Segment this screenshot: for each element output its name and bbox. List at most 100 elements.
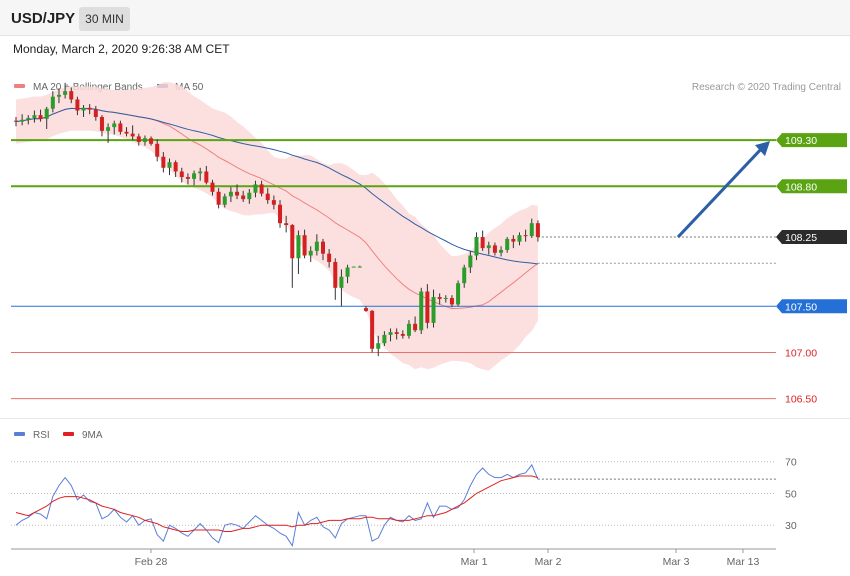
rsi-tick-70: 70 [785, 457, 797, 469]
candle-body [167, 162, 172, 168]
candle-body [345, 267, 350, 277]
candle-body [284, 223, 289, 226]
candle-body [321, 241, 325, 254]
candle-body [50, 96, 55, 109]
candle-body [382, 334, 387, 344]
legend-swatch-rsi [14, 432, 25, 436]
candle-body [363, 308, 368, 311]
candle-body [161, 156, 166, 168]
candle-body [253, 184, 258, 193]
candle-body [44, 108, 49, 119]
candle-body [511, 238, 516, 242]
candle-body [339, 276, 344, 288]
candle-body [535, 223, 540, 238]
candle-body [20, 119, 25, 122]
candle-body [333, 261, 338, 288]
copyright-text: Research © 2020 Trading Central [692, 82, 841, 93]
symbol-label: USD/JPY [11, 10, 76, 27]
candle-body [192, 173, 197, 179]
candle-body [112, 123, 117, 128]
candle-body [99, 117, 104, 131]
candle-body [492, 245, 497, 253]
legend-label-ma50: MA 50 [175, 82, 204, 93]
candle-body [480, 237, 485, 249]
ma50-line [15, 107, 538, 265]
candle-body [142, 138, 147, 142]
level-label-109.30: 109.30 [785, 135, 817, 147]
candle-body [149, 138, 154, 144]
level-label-108.80: 108.80 [785, 181, 817, 193]
candle-body [247, 192, 252, 200]
x-tick-label: Mar 2 [535, 556, 562, 568]
candle-body [419, 291, 424, 331]
level-tag-108.25 [776, 230, 847, 245]
candle-body [370, 310, 375, 349]
candle-body [185, 177, 190, 179]
level-label-107.50: 107.50 [785, 301, 817, 313]
candle-body [462, 267, 467, 284]
candle-body [204, 171, 209, 183]
candle-body [413, 323, 418, 331]
legend-swatch-9ma [63, 432, 74, 436]
candle-body [136, 136, 141, 142]
candle-body [327, 253, 332, 262]
rsi-tick-30: 30 [785, 520, 797, 532]
rsi-series-rsi [15, 463, 539, 548]
toolbar: USD/JPY 30 MIN [0, 0, 850, 36]
candle-body [179, 171, 184, 178]
bollinger-band [16, 82, 538, 371]
candle-body [56, 94, 61, 97]
x-tick-label: Feb 28 [135, 556, 168, 568]
candle-body [394, 332, 399, 334]
chart-datetime: Monday, March 2, 2020 9:26:38 AM CET [13, 42, 230, 56]
candle-body [290, 225, 295, 259]
candle-body [93, 109, 98, 118]
candle-body [406, 323, 411, 336]
candle-body [118, 123, 123, 132]
x-tick-label: Mar 3 [663, 556, 690, 568]
level-label-106.50: 106.50 [785, 394, 817, 406]
interval-button[interactable]: 30 MIN [79, 7, 130, 31]
candle-body [523, 235, 528, 237]
candle-body [155, 143, 160, 157]
candle-body [198, 171, 203, 174]
candle-body [271, 200, 276, 205]
candle-body [529, 223, 534, 237]
legend-label-9ma: 9MA [82, 430, 103, 441]
legend-label-rsi: RSI [33, 430, 50, 441]
candle-body [14, 120, 18, 122]
candle-body [468, 255, 473, 268]
candle-body [38, 115, 43, 119]
rsi-series-9ma [15, 475, 539, 532]
candle-body [296, 235, 301, 259]
candle-body [265, 193, 270, 201]
candle-body [388, 332, 393, 335]
candle-body [75, 99, 80, 111]
candle-body [130, 133, 135, 137]
candle-body [308, 250, 313, 256]
candle-body [456, 283, 461, 305]
forecast-arrow-shaft [676, 147, 764, 239]
level-label-108.25: 108.25 [785, 232, 817, 244]
candle-body [26, 117, 31, 120]
level-tag-109.30 [776, 133, 847, 148]
candle-body [216, 191, 221, 205]
candle-body [106, 127, 111, 131]
candle-body [314, 241, 319, 251]
candle-body [443, 297, 448, 299]
price-chart-panel: MA 20 + Bollinger Bands MA 50 Research ©… [0, 36, 850, 418]
candle-body [32, 115, 37, 118]
candle-body [278, 204, 283, 224]
candle-body [517, 235, 522, 242]
price-chart: MA 20 + Bollinger Bands MA 50 Research ©… [11, 82, 847, 406]
candle-body [425, 291, 430, 323]
level-label-107.00: 107.00 [785, 347, 817, 359]
candle-body [210, 182, 215, 192]
candle-body [449, 297, 454, 305]
legend-swatch-ma20 [14, 84, 25, 88]
candle-body [124, 131, 129, 134]
candle-body [222, 196, 227, 205]
candle-body [63, 91, 68, 95]
candle-body [87, 107, 92, 110]
candle-body [228, 191, 233, 197]
